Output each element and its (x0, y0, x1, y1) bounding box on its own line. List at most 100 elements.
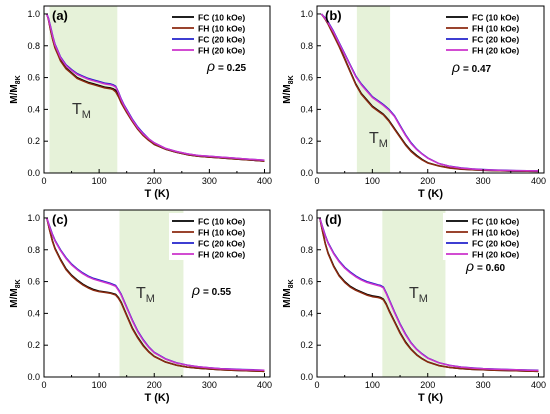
rho-symbol: ρ (451, 59, 460, 75)
y-axis-label: M/M8K (9, 75, 22, 103)
y-tick-label: 0.2 (27, 340, 40, 350)
x-tick-label: 0 (41, 176, 46, 186)
y-axis-label-sub: 8K (15, 75, 22, 84)
panel-label: (d) (325, 212, 342, 227)
x-tick-label: 300 (202, 176, 217, 186)
plot-frame (43, 209, 271, 378)
x-axis-label: T (K) (144, 188, 169, 200)
legend-label: FH (20 kOe) (472, 250, 519, 260)
tm-label-sub: M (419, 293, 428, 305)
panel-c: 0 100 200 300 400 0.0 0.2 0.4 0.6 0.8 1.0 T (K) M/M8… (9, 209, 272, 404)
legend-label: FH (10 kOe) (198, 228, 245, 238)
y-tick-label: 0.8 (300, 41, 313, 51)
tm-label-main: T (136, 285, 146, 302)
plot-frame (43, 5, 271, 174)
legend-label: FC (20 kOe) (198, 239, 245, 249)
x-tick-label: 0 (314, 380, 319, 390)
plot-frame (316, 5, 545, 174)
x-tick-label: 300 (202, 380, 217, 390)
legend-label: FC (10 kOe) (198, 217, 245, 227)
tm-band (49, 6, 118, 173)
x-axis-label: T (K) (418, 392, 443, 404)
x-axis-label: T (K) (144, 392, 169, 404)
legend-label: FH (20 kOe) (472, 46, 519, 56)
panel-b: 0 100 200 300 400 0.0 0.2 0.4 0.6 0.8 1.0 T (K) M/M8… (282, 5, 546, 200)
series-line-fh-10 (319, 217, 539, 373)
y-tick-label: 0.4 (300, 308, 313, 318)
y-tick-label: 0.6 (300, 73, 313, 83)
tm-band (356, 6, 391, 173)
y-axis-label-main: M/M (282, 288, 293, 307)
y-axis-label-main: M/M (282, 84, 293, 103)
y-tick-label: 0.6 (27, 73, 40, 83)
rho-value: = 0.47 (463, 64, 492, 75)
x-axis-label: T (K) (418, 188, 443, 200)
x-tick-label: 100 (92, 380, 107, 390)
x-tick-label: 100 (365, 380, 380, 390)
rho-value: = 0.60 (477, 263, 506, 274)
x-tick-label: 400 (257, 176, 272, 186)
y-tick-label: 0.2 (300, 340, 313, 350)
x-tick-label: 200 (147, 176, 162, 186)
x-tick-label: 400 (531, 380, 546, 390)
legend-label: FC (20 kOe) (472, 239, 519, 249)
rho-value: = 0.25 (218, 63, 247, 74)
y-tick-label: 0.4 (300, 104, 313, 114)
x-tick-label: 0 (41, 380, 46, 390)
y-axis-label-sub: 8K (288, 279, 295, 288)
y-tick-label: 1.0 (300, 213, 313, 223)
legend-label: FH (10 kOe) (198, 24, 245, 34)
legend-label: FC (20 kOe) (472, 35, 519, 45)
rho-symbol: ρ (191, 282, 200, 298)
y-tick-label: 0.8 (300, 245, 313, 255)
x-tick-label: 200 (147, 380, 162, 390)
x-tick-label: 100 (92, 176, 107, 186)
tm-label-sub: M (82, 109, 91, 121)
tm-label-main: T (369, 130, 379, 147)
y-tick-label: 0.2 (300, 136, 313, 146)
y-tick-label: 0.0 (27, 168, 40, 178)
y-tick-label: 0.8 (27, 245, 40, 255)
x-tick-label: 100 (365, 176, 380, 186)
y-axis-label: M/M8K (282, 279, 295, 307)
tm-label-sub: M (379, 138, 388, 150)
legend-label: FC (10 kOe) (472, 13, 519, 23)
y-tick-label: 1.0 (27, 213, 40, 223)
panel-d: 0 100 200 300 400 0.0 0.2 0.4 0.6 0.8 1.0 T (K) M/M8… (282, 209, 546, 404)
tm-label: TM (72, 101, 91, 121)
series-line-fh-20 (320, 13, 539, 172)
legend-label: FH (20 kOe) (198, 250, 245, 260)
y-tick-label: 0.8 (27, 41, 40, 51)
y-axis-label: M/M8K (282, 75, 295, 103)
tm-band (382, 210, 446, 377)
y-tick-label: 0.0 (27, 372, 40, 382)
y-tick-label: 1.0 (300, 9, 313, 19)
x-tick-label: 400 (531, 176, 546, 186)
panel-label: (c) (52, 212, 68, 227)
tm-label-sub: M (146, 293, 155, 305)
series-line-fh-10 (46, 217, 265, 373)
series-line-fh-10 (46, 13, 265, 162)
x-tick-label: 200 (420, 176, 435, 186)
legend-label: FC (20 kOe) (198, 35, 245, 45)
series-line-fh-20 (46, 217, 265, 372)
y-axis-label: M/M8K (9, 279, 22, 307)
y-tick-label: 0.0 (300, 168, 313, 178)
x-tick-label: 0 (314, 176, 319, 186)
y-tick-label: 0.6 (300, 277, 313, 287)
rho-symbol: ρ (465, 258, 474, 274)
rho-value: = 0.55 (203, 287, 232, 298)
plot-frame (316, 209, 545, 378)
panel-a: 0 100 200 300 400 0.0 0.2 0.4 0.6 0.8 1.0 T (K) M/M8… (9, 5, 272, 200)
y-axis-label-main: M/M (9, 84, 20, 103)
y-axis-label-sub: 8K (288, 75, 295, 84)
series-line-fh-20 (46, 13, 265, 162)
legend-label: FH (10 kOe) (472, 228, 519, 238)
y-tick-label: 0.4 (27, 104, 40, 114)
legend-label: FH (10 kOe) (472, 24, 519, 34)
x-tick-label: 400 (257, 380, 272, 390)
y-axis-label-main: M/M (9, 288, 20, 307)
y-tick-label: 0.6 (27, 277, 40, 287)
y-tick-label: 0.0 (300, 372, 313, 382)
